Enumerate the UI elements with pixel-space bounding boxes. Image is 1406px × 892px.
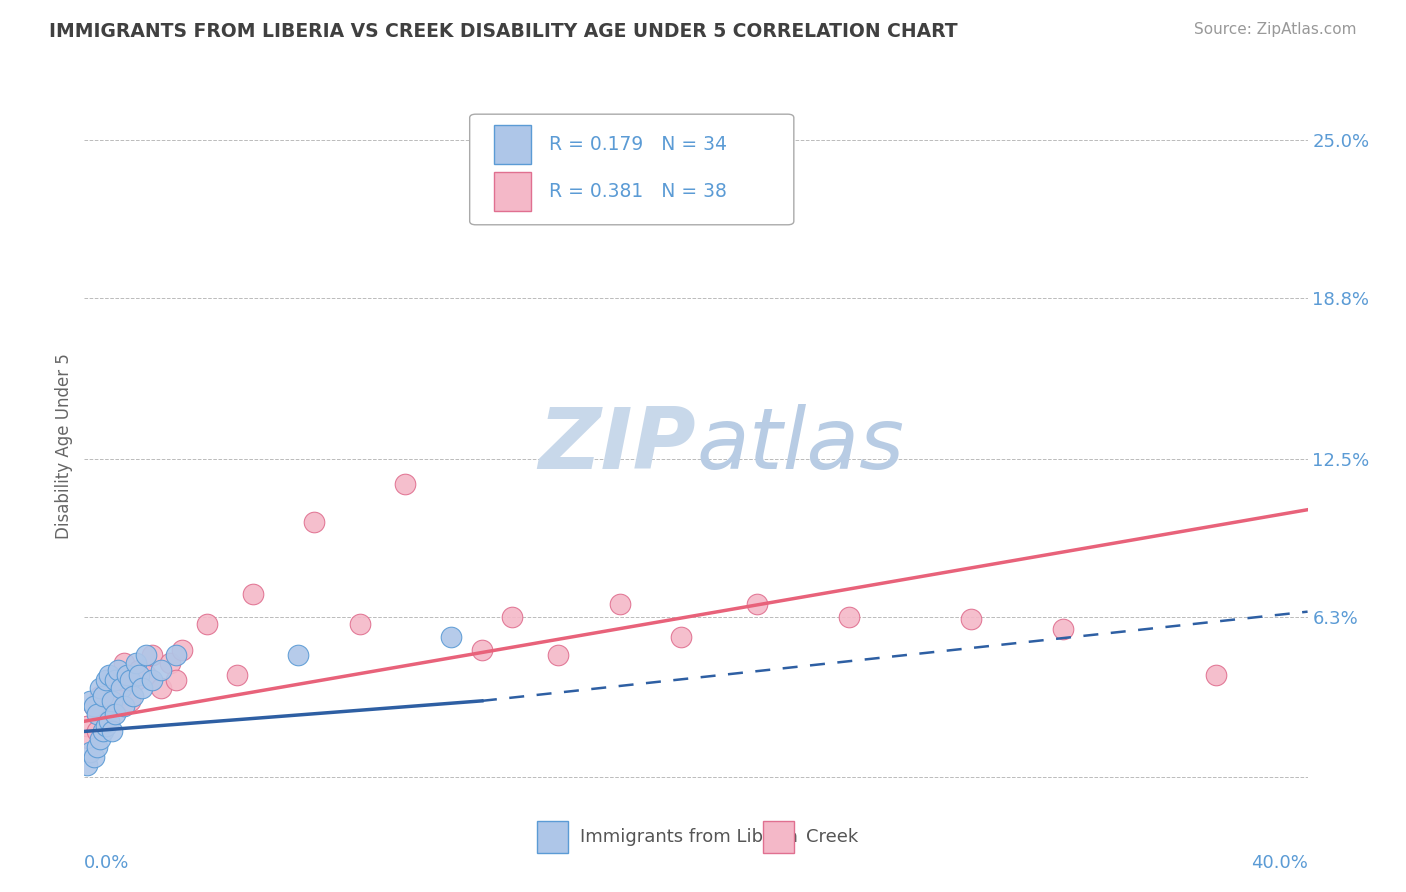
Point <box>122 689 145 703</box>
Point <box>547 648 569 662</box>
Point <box>97 668 120 682</box>
Point <box>669 630 692 644</box>
FancyBboxPatch shape <box>494 125 531 164</box>
Y-axis label: Disability Age Under 5: Disability Age Under 5 <box>55 353 73 539</box>
Point <box>165 648 187 662</box>
Point <box>112 698 135 713</box>
Point <box>125 673 148 688</box>
Text: ZIP: ZIP <box>538 404 696 488</box>
Point <box>440 630 463 644</box>
Point <box>91 706 114 721</box>
Text: atlas: atlas <box>696 404 904 488</box>
Point <box>115 668 138 682</box>
Point <box>97 694 120 708</box>
Point <box>838 609 860 624</box>
Point <box>107 689 129 703</box>
Text: Immigrants from Liberia: Immigrants from Liberia <box>579 828 797 846</box>
Point <box>1052 623 1074 637</box>
Point <box>104 706 127 721</box>
Point <box>125 656 148 670</box>
Point <box>89 689 111 703</box>
Point <box>83 698 105 713</box>
Point <box>165 673 187 688</box>
FancyBboxPatch shape <box>763 821 794 853</box>
Point <box>104 681 127 695</box>
Point <box>94 719 117 733</box>
Point <box>107 663 129 677</box>
Point <box>242 587 264 601</box>
Point <box>101 724 124 739</box>
Text: R = 0.381   N = 38: R = 0.381 N = 38 <box>550 182 727 201</box>
Point <box>471 643 494 657</box>
Point <box>101 698 124 713</box>
Point <box>94 714 117 729</box>
Point <box>112 656 135 670</box>
Point <box>128 663 150 677</box>
Point <box>131 681 153 695</box>
Point <box>86 724 108 739</box>
Point <box>79 732 101 747</box>
Point <box>1205 668 1227 682</box>
Point <box>89 681 111 695</box>
Text: Source: ZipAtlas.com: Source: ZipAtlas.com <box>1194 22 1357 37</box>
Point <box>101 694 124 708</box>
Point <box>135 668 157 682</box>
Point <box>609 597 631 611</box>
Point <box>83 750 105 764</box>
Point <box>195 617 218 632</box>
Point <box>149 663 172 677</box>
Text: Creek: Creek <box>806 828 858 846</box>
Point <box>89 732 111 747</box>
Point <box>149 681 172 695</box>
Point <box>110 673 132 688</box>
Point <box>97 714 120 729</box>
Point <box>141 673 163 688</box>
Point <box>302 516 325 530</box>
Point <box>349 617 371 632</box>
Point <box>135 648 157 662</box>
Point <box>128 668 150 682</box>
Point <box>91 689 114 703</box>
Point <box>172 643 194 657</box>
Point <box>79 745 101 759</box>
Point <box>141 648 163 662</box>
Text: R = 0.179   N = 34: R = 0.179 N = 34 <box>550 136 727 154</box>
FancyBboxPatch shape <box>494 171 531 211</box>
Point <box>747 597 769 611</box>
Point <box>226 668 249 682</box>
Text: 40.0%: 40.0% <box>1251 854 1308 871</box>
Point <box>120 694 142 708</box>
Text: 0.0%: 0.0% <box>84 854 129 871</box>
FancyBboxPatch shape <box>470 114 794 225</box>
Point <box>76 719 98 733</box>
Point <box>76 757 98 772</box>
Text: IMMIGRANTS FROM LIBERIA VS CREEK DISABILITY AGE UNDER 5 CORRELATION CHART: IMMIGRANTS FROM LIBERIA VS CREEK DISABIL… <box>49 22 957 41</box>
Point <box>394 477 416 491</box>
Point <box>287 648 309 662</box>
FancyBboxPatch shape <box>537 821 568 853</box>
Point <box>104 673 127 688</box>
Point <box>159 656 181 670</box>
Point <box>91 724 114 739</box>
Point <box>86 739 108 754</box>
Point <box>94 673 117 688</box>
Point <box>79 694 101 708</box>
Point <box>502 609 524 624</box>
Point <box>110 681 132 695</box>
Point <box>960 612 983 626</box>
Point <box>83 698 105 713</box>
Point <box>86 706 108 721</box>
Point <box>120 673 142 688</box>
